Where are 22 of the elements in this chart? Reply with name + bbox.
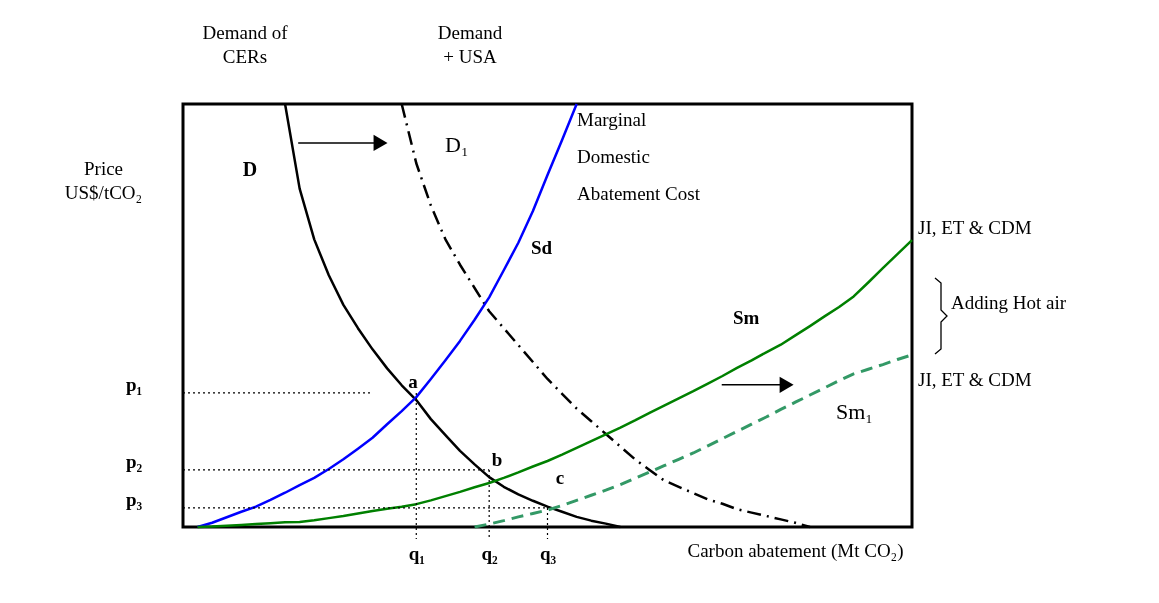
text: JI, ET & CDM	[918, 217, 1032, 238]
text: Adding Hot air	[951, 292, 1067, 313]
x-axis-title: Carbon abatement (Mt CO₂)	[687, 539, 904, 562]
y-axis-title: Price US$/tCO₂	[64, 157, 143, 203]
annotation: b	[491, 449, 503, 470]
annotation: D	[242, 158, 258, 180]
text: Demand + USA	[437, 22, 503, 67]
x-tick-label: q₁	[408, 542, 425, 564]
text: JI, ET & CDM	[918, 369, 1032, 390]
text: p₁	[125, 374, 143, 395]
annotation: c	[555, 467, 565, 488]
annotation: Sm₁	[836, 399, 874, 424]
annotation: Marginal Domestic Abatement Cost	[577, 109, 701, 204]
text: Demand of CERs	[202, 22, 289, 67]
annotation: Sd	[531, 237, 553, 258]
annotation: Sm	[733, 307, 760, 328]
text: p₃	[125, 489, 143, 510]
annotation: D₁	[445, 132, 469, 157]
x-tick-label: q₂	[481, 542, 499, 564]
x-tick-label: q₃	[539, 542, 557, 564]
annotation: a	[408, 371, 419, 392]
text: p₂	[125, 451, 143, 472]
